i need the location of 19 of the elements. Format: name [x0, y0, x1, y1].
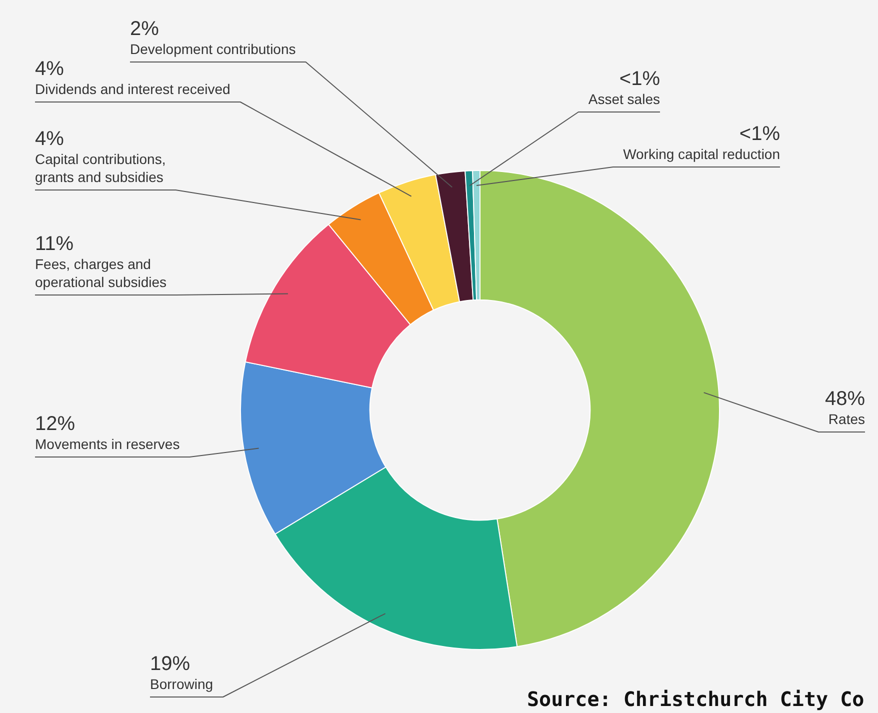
data-label: 48%: [824, 388, 866, 410]
slice-label: Rates: [828, 411, 865, 427]
data-label: 19%: [150, 653, 190, 675]
slice-label: Borrowing: [150, 676, 214, 692]
data-label: <1%: [739, 123, 780, 145]
data-label: 4%: [35, 128, 64, 150]
slice-label: Working capital reduction: [623, 146, 780, 162]
slice-label: Dividends and interest received: [35, 81, 230, 97]
slice-label: Fees, charges and operational subsidies: [35, 256, 167, 290]
data-label: 2%: [130, 18, 160, 40]
data-label: 4%: [35, 58, 64, 80]
data-label: <1%: [619, 68, 660, 90]
source-note: Source: Christchurch City Co: [527, 687, 864, 711]
data-label: 11%: [35, 233, 74, 255]
slice-label: Capital contributions, grants and subsidies: [35, 151, 166, 185]
slice-label: Movements in reserves: [35, 436, 180, 452]
slice-label: Asset sales: [588, 91, 660, 107]
slice-label: Development contributions: [130, 41, 296, 57]
data-label: 12%: [35, 413, 76, 435]
